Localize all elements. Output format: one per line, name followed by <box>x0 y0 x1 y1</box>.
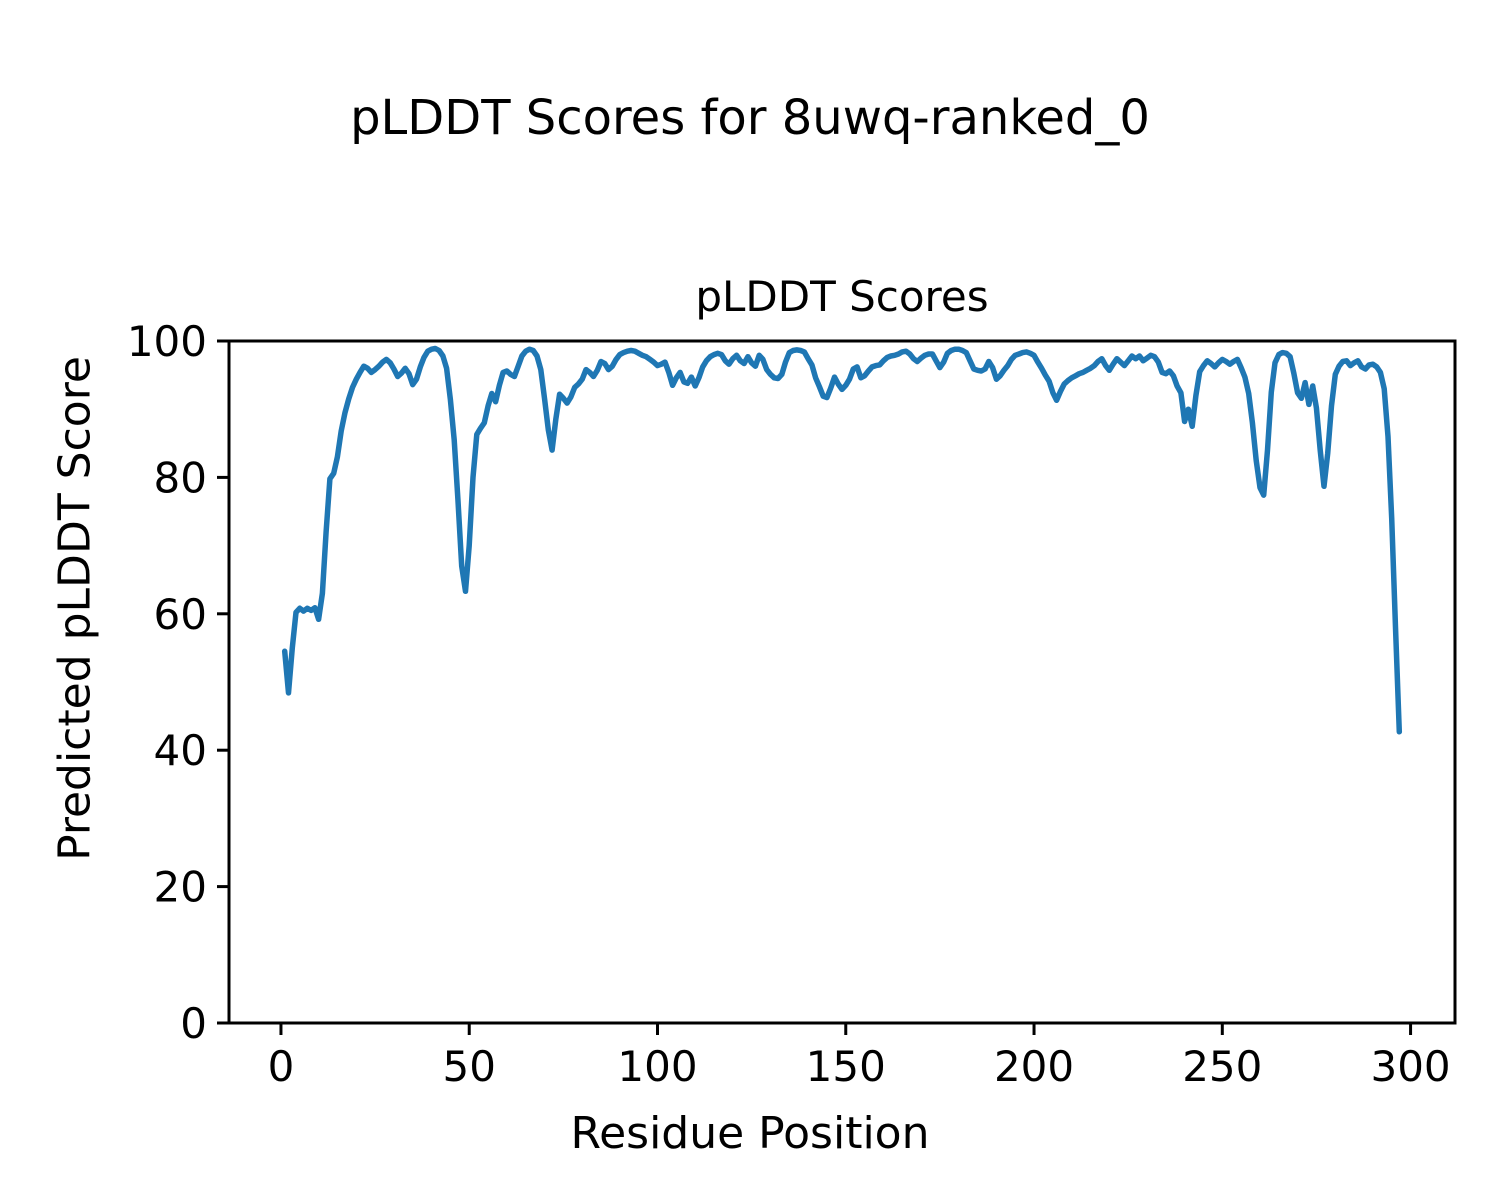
x-tick-label: 100 <box>617 1042 697 1091</box>
x-tick-label: 150 <box>806 1042 886 1091</box>
y-tick-label: 20 <box>154 863 207 912</box>
axis-ticks <box>217 339 1413 1035</box>
x-tick-label: 0 <box>268 1042 295 1091</box>
x-tick-label: 200 <box>994 1042 1074 1091</box>
axes-title: pLDDT Scores <box>695 272 989 321</box>
figure-title: pLDDT Scores for 8uwq-ranked_0 <box>350 90 1150 146</box>
x-tick-label: 300 <box>1370 1042 1450 1091</box>
x-tick-label: 50 <box>443 1042 496 1091</box>
y-tick-label: 80 <box>154 453 207 502</box>
x-tick-label: 250 <box>1182 1042 1262 1091</box>
y-tick-label: 60 <box>154 590 207 639</box>
y-tick-label: 100 <box>127 317 207 366</box>
y-tick-label: 40 <box>154 726 207 775</box>
plddt-line <box>281 345 1403 735</box>
y-tick-label: 0 <box>180 999 207 1048</box>
x-axis-label: Residue Position <box>570 1108 930 1159</box>
axis-tick-labels: 0 50 100 150 200 250 300 0 20 40 60 80 100 <box>127 317 1451 1091</box>
plot-area <box>227 339 1457 1025</box>
